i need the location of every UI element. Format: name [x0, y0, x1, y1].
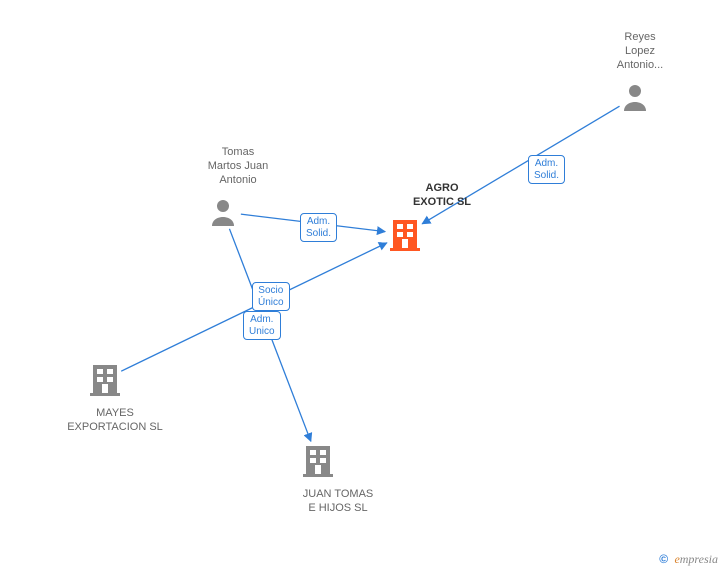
- node-label-tomas: Tomas Martos Juan Antonio: [198, 146, 278, 187]
- node-label-juan: JUAN TOMAS E HIJOS SL: [293, 488, 383, 516]
- person-icon[interactable]: [212, 200, 234, 226]
- node-label-reyes: Reyes Lopez Antonio...: [610, 31, 670, 72]
- node-label-agro: AGRO EXOTIC SL: [397, 182, 487, 210]
- person-icon[interactable]: [624, 85, 646, 111]
- company-icon[interactable]: [390, 220, 420, 251]
- node-label-mayes: MAYES EXPORTACION SL: [60, 407, 170, 435]
- edge-label-mayes-agro: Socio Único: [252, 282, 290, 311]
- company-icon[interactable]: [303, 446, 333, 477]
- edge-label-tomas-agro: Adm. Solid.: [300, 213, 337, 242]
- edge-label-tomas-juan: Adm. Unico: [243, 311, 281, 340]
- copyright-symbol: ©: [659, 552, 668, 566]
- company-icon[interactable]: [90, 365, 120, 396]
- brand-name: mpresia: [680, 552, 718, 566]
- edge-label-reyes-agro: Adm. Solid.: [528, 155, 565, 184]
- attribution: © empresia: [659, 552, 718, 567]
